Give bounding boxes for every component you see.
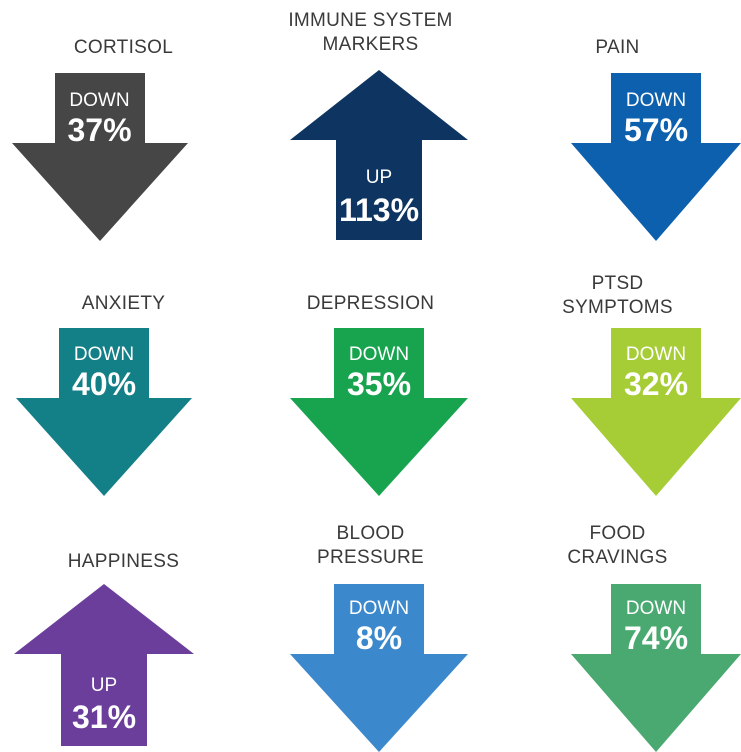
stat-direction: DOWN (348, 344, 410, 365)
stat-label: PTSD SYMPTOMS (562, 273, 673, 318)
up-arrow-icon (14, 584, 194, 746)
stat-direction: DOWN (625, 344, 687, 365)
stat-happiness: HAPPINESS UP 31% (0, 496, 247, 746)
stat-value: 37% (67, 112, 132, 148)
stat-value: 113% (338, 192, 420, 228)
stat-label: ANXIETY (81, 293, 166, 314)
down-arrow-icon (290, 584, 468, 752)
stat-value: 40% (71, 366, 137, 402)
down-arrow-icon (571, 328, 741, 496)
stat-value: 8% (355, 620, 403, 656)
stat-blood-pressure: BLOOD PRESSURE DOWN 8% (247, 496, 494, 752)
stat-label: FOOD CRAVINGS (567, 523, 668, 568)
down-arrow-icon (16, 328, 192, 496)
stat-direction: UP (365, 167, 393, 188)
stat-direction: DOWN (69, 90, 130, 111)
stat-value: 31% (71, 699, 137, 735)
stat-label: PAIN (595, 37, 640, 58)
stat-value: 35% (346, 366, 412, 402)
up-arrow-icon (290, 70, 468, 240)
stat-pain: PAIN DOWN 57% (494, 0, 741, 248)
stat-direction: DOWN (625, 90, 687, 111)
stat-label: BLOOD PRESSURE (317, 523, 424, 568)
down-arrow-icon (571, 584, 741, 752)
down-arrow-icon (290, 328, 468, 496)
stat-anxiety: ANXIETY DOWN 40% (0, 248, 247, 496)
stat-value: 57% (623, 112, 689, 148)
stat-food-cravings: FOOD CRAVINGS DOWN 74% (494, 496, 741, 752)
stat-ptsd-symptoms: PTSD SYMPTOMS DOWN 32% (494, 248, 741, 496)
stat-immune-system-markers: IMMUNE SYSTEM MARKERS UP 113% (247, 0, 494, 248)
stat-label: CORTISOL (73, 37, 174, 58)
stat-direction: DOWN (625, 598, 687, 619)
stat-direction: DOWN (348, 598, 410, 619)
stat-direction: DOWN (73, 344, 135, 365)
stat-label: IMMUNE SYSTEM MARKERS (288, 10, 453, 55)
stat-label: HAPPINESS (67, 551, 180, 572)
stat-value: 32% (623, 366, 689, 402)
stat-value: 74% (623, 620, 689, 656)
stat-label: DEPRESSION (306, 293, 435, 314)
stat-depression: DEPRESSION DOWN 35% (247, 248, 494, 496)
down-arrow-icon (571, 73, 741, 241)
stat-direction: UP (90, 675, 118, 696)
down-arrow-icon (12, 73, 188, 241)
stat-cortisol: CORTISOL DOWN 37% (0, 0, 247, 248)
